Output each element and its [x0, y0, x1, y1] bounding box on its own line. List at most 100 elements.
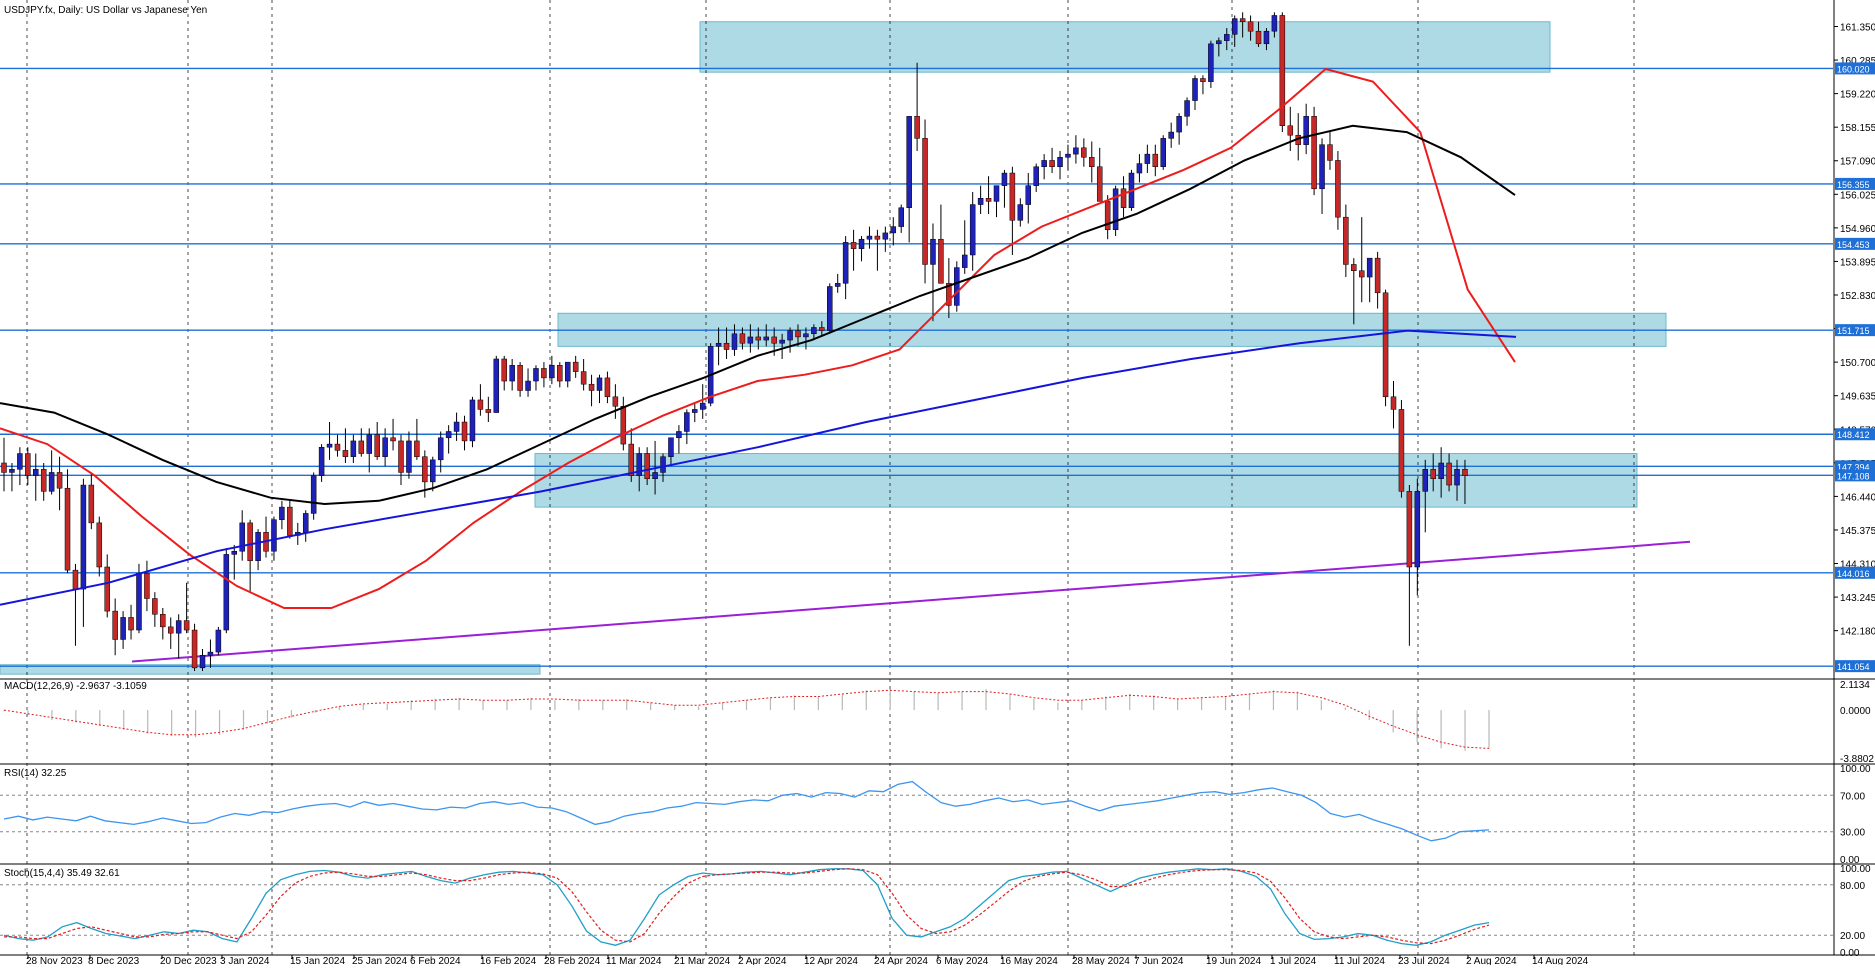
candle-body: [620, 406, 627, 445]
candle-body: [1168, 131, 1174, 139]
candle-body: [874, 235, 881, 240]
candle-body: [914, 116, 920, 139]
candle-body: [160, 614, 166, 628]
candle-body: [1144, 153, 1151, 164]
candle-body: [64, 487, 71, 571]
candle-body: [247, 522, 253, 561]
date-label: 8 Dec 2023: [88, 956, 140, 965]
candle-body: [993, 185, 1000, 202]
candle-body: [1398, 409, 1405, 492]
candle-body: [1200, 78, 1206, 82]
candle-body: [1255, 30, 1262, 45]
candle-body: [358, 440, 365, 454]
price-tick-label: 158.155: [1840, 123, 1875, 134]
candle-body: [731, 333, 738, 350]
candle-body: [80, 484, 87, 590]
candle-body: [827, 286, 833, 331]
candle-body: [1311, 116, 1317, 190]
rsi-line[interactable]: [3, 780, 1490, 842]
date-label: 2 Apr 2024: [738, 956, 787, 965]
candle-body: [882, 232, 889, 240]
date-label: 6 May 2024: [936, 956, 989, 965]
price-level-label: 151.715: [1837, 326, 1870, 336]
candle-body: [1049, 160, 1055, 167]
date-label: 15 Jan 2024: [290, 956, 345, 965]
candle-body: [628, 443, 635, 476]
candle-body: [453, 421, 460, 432]
uptrend-line[interactable]: [131, 540, 1691, 663]
macd-signal-line[interactable]: [3, 689, 1490, 749]
candle-body: [477, 399, 484, 410]
candle-body: [1271, 15, 1278, 32]
candle-body: [271, 519, 277, 552]
candle-body: [128, 617, 134, 631]
price-tick-label: 149.635: [1840, 392, 1875, 403]
candle-body: [136, 573, 142, 631]
candle-body: [1239, 18, 1246, 23]
candle-body: [1001, 172, 1008, 186]
candle-body: [977, 198, 984, 205]
date-label: 25 Jan 2024: [352, 956, 407, 965]
price-tick-label: 159.220: [1840, 90, 1875, 101]
candle-body: [1025, 185, 1032, 205]
candle-body: [1343, 216, 1349, 265]
price-tick-label: 150.700: [1840, 358, 1875, 369]
candle-body: [803, 333, 809, 338]
candle-body: [1216, 40, 1222, 45]
ma-red-line[interactable]: [0, 67, 1516, 609]
candle-body: [414, 440, 420, 457]
stoch-main-line[interactable]: [3, 868, 1490, 946]
candle-body: [866, 235, 873, 240]
candle-body: [1009, 172, 1016, 221]
candle-body: [1462, 469, 1468, 476]
candle-body: [858, 238, 865, 249]
candle-body: [969, 204, 976, 256]
stoch-tick-label: 100.00: [1840, 864, 1871, 875]
candle-body: [612, 396, 619, 407]
ma-black-line[interactable]: [0, 124, 1516, 506]
ma-blue-line[interactable]: [0, 329, 1517, 606]
price-level-label: 141.054: [1837, 662, 1870, 672]
candle-body: [517, 365, 523, 391]
candle-body: [1263, 30, 1270, 45]
candle-body: [501, 358, 507, 382]
price-level-tag: [1835, 62, 1875, 75]
price-level-tag: [1835, 428, 1875, 441]
candle-body: [406, 440, 412, 473]
candle-body: [437, 437, 444, 461]
date-label: 20 Dec 2023: [160, 956, 217, 965]
date-label: 2 Aug 2024: [1466, 956, 1517, 965]
candle-body: [890, 226, 897, 234]
candle-body: [72, 569, 79, 590]
stoch-tick-label: 0.00: [1840, 948, 1860, 959]
date-label: 11 Mar 2024: [606, 956, 662, 965]
candle-body: [1152, 153, 1159, 167]
candle-body: [938, 238, 944, 284]
candle-body: [1247, 21, 1254, 32]
candle-body: [1208, 43, 1214, 82]
macd-tick-label: -3.8802: [1840, 754, 1874, 765]
candle-body: [898, 207, 904, 227]
candle-body: [1430, 469, 1436, 479]
macd-readout: MACD(12,26,9) -2.9637 -3.1059: [4, 681, 147, 692]
price-level-tag: [1835, 460, 1875, 473]
candle-body: [231, 550, 238, 555]
stoch-tick-label: 20.00: [1840, 931, 1865, 942]
price-level-tag: [1835, 177, 1875, 190]
price-level-tag: [1835, 324, 1875, 337]
rsi-tick-label: 0.00: [1840, 855, 1860, 866]
candle-body: [334, 443, 341, 451]
candle-body: [1160, 138, 1166, 167]
candle-body: [1231, 18, 1238, 35]
date-label: 3 Jan 2024: [220, 956, 270, 965]
date-label: 24 Apr 2024: [874, 956, 928, 965]
candle-body: [9, 469, 15, 473]
support-resistance-zone: [534, 453, 1638, 508]
chart-title: USDJPY.fx, Daily: US Dollar vs Japanese …: [4, 5, 207, 16]
candle-body: [1366, 257, 1373, 278]
candle-body: [1112, 188, 1119, 231]
candle-body: [279, 506, 285, 520]
price-tick-label: 157.090: [1840, 157, 1875, 168]
candle-body: [1104, 201, 1111, 231]
